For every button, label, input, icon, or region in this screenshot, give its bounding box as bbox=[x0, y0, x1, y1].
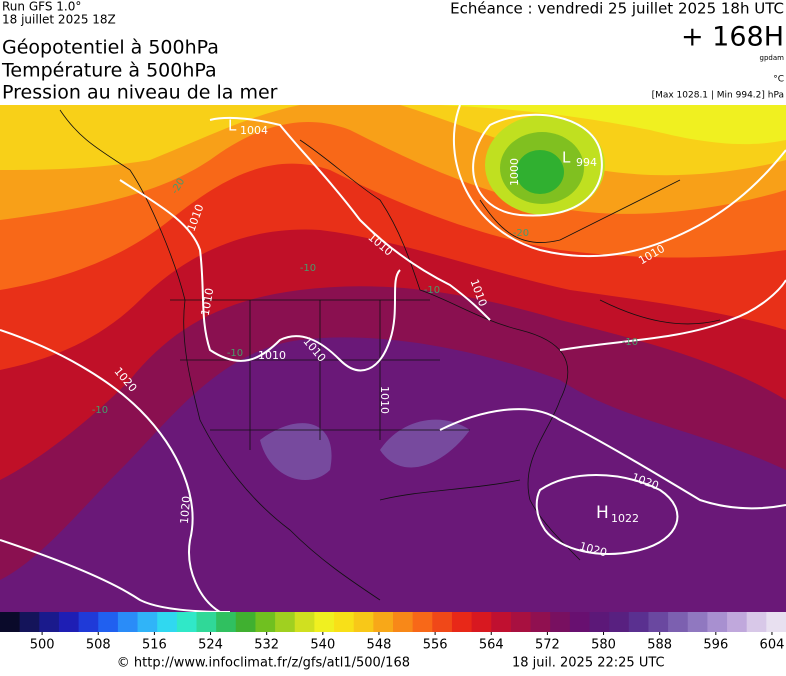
color-swatch bbox=[707, 612, 728, 632]
color-swatch bbox=[19, 612, 40, 632]
tick-label: 524 bbox=[198, 638, 223, 653]
isobar-label: 1020 bbox=[178, 495, 193, 524]
pressure-value: 1004 bbox=[240, 124, 268, 137]
color-swatch bbox=[628, 612, 649, 632]
isotherm-label: -10 bbox=[300, 263, 316, 274]
color-swatch bbox=[510, 612, 532, 632]
tick-label: 596 bbox=[703, 638, 728, 653]
color-swatch bbox=[137, 612, 158, 632]
tick-label: 540 bbox=[310, 638, 335, 653]
color-swatch bbox=[58, 612, 80, 632]
tick-label: 548 bbox=[367, 638, 392, 653]
color-swatch bbox=[432, 612, 453, 632]
isotherm-label: -20 bbox=[513, 228, 529, 239]
isobar-label: 1010 bbox=[378, 386, 391, 414]
color-swatch bbox=[176, 612, 197, 632]
pressure-range: [Max 1028.1 | Min 994.2] hPa bbox=[652, 91, 784, 101]
color-swatch bbox=[157, 612, 178, 632]
unit: gpdam bbox=[760, 54, 785, 62]
color-swatch bbox=[746, 612, 767, 632]
color-swatch bbox=[609, 612, 630, 632]
color-swatch bbox=[275, 612, 296, 632]
tick-label: 516 bbox=[142, 638, 167, 653]
isobar-label: 1000 bbox=[508, 158, 521, 186]
tick-label: 556 bbox=[423, 638, 448, 653]
run-date: 18 juillet 2025 18Z bbox=[2, 13, 116, 27]
color-swatch bbox=[235, 612, 256, 632]
lead-time: + 168H bbox=[681, 22, 784, 53]
color-swatch bbox=[727, 612, 748, 632]
pressure-value: 1022 bbox=[611, 512, 639, 525]
color-swatch bbox=[668, 612, 689, 632]
low-marker: L bbox=[228, 117, 237, 135]
isotherm-label: -10 bbox=[424, 285, 440, 296]
title: Pression au niveau de la mer bbox=[2, 82, 278, 104]
tick-label: 572 bbox=[535, 638, 560, 653]
title: Géopotentiel à 500hPa bbox=[2, 37, 219, 59]
low-marker: L bbox=[562, 149, 571, 167]
echeance: Echéance : vendredi 25 juillet 2025 18h … bbox=[450, 0, 784, 18]
unit: °C bbox=[773, 75, 784, 85]
color-swatch bbox=[39, 612, 60, 632]
color-swatch bbox=[412, 612, 433, 632]
timestamp: 18 juil. 2025 22:25 UTC bbox=[512, 656, 665, 671]
color-swatch bbox=[255, 612, 276, 632]
color-swatch bbox=[117, 612, 139, 632]
color-swatch bbox=[648, 612, 669, 632]
color-swatch bbox=[294, 612, 315, 632]
map: L 1004 L 994 1000 1010 1010 1010 1010 10… bbox=[0, 105, 786, 612]
color-swatch bbox=[98, 612, 119, 632]
color-swatch bbox=[0, 612, 21, 632]
title: Température à 500hPa bbox=[1, 60, 217, 82]
color-swatch bbox=[491, 612, 512, 632]
tick-label: 580 bbox=[591, 638, 616, 653]
source-url: © http://www.infoclimat.fr/z/gfs/atl1/50… bbox=[117, 656, 410, 671]
color-swatch bbox=[78, 612, 99, 632]
colorbar: 500 508 516 524 532 540 548 556 564 572 580 588 596 6… bbox=[0, 612, 786, 653]
tick-label: 532 bbox=[254, 638, 279, 653]
color-swatch bbox=[589, 612, 610, 632]
color-swatch bbox=[334, 612, 355, 632]
high-marker: H bbox=[596, 503, 609, 523]
color-swatch bbox=[393, 612, 414, 632]
tick-label: 508 bbox=[86, 638, 111, 653]
color-swatch bbox=[216, 612, 237, 632]
color-swatch bbox=[766, 612, 786, 632]
color-swatch bbox=[569, 612, 590, 632]
color-swatch bbox=[196, 612, 217, 632]
isobar-label: 1010 bbox=[199, 287, 217, 317]
color-swatch bbox=[530, 612, 551, 632]
tick-label: 588 bbox=[647, 638, 672, 653]
color-swatch bbox=[550, 612, 571, 632]
color-swatch bbox=[373, 612, 394, 632]
tick-label: 500 bbox=[30, 638, 55, 653]
isotherm-label: -10 bbox=[622, 337, 638, 348]
run: Run GFS 1.0° bbox=[2, 0, 81, 14]
color-swatch bbox=[451, 612, 473, 632]
tick-label: 564 bbox=[479, 638, 504, 653]
isotherm-label: -10 bbox=[92, 405, 108, 416]
color-swatch bbox=[471, 612, 492, 632]
color-swatch bbox=[314, 612, 335, 632]
color-swatch bbox=[687, 612, 708, 632]
isobar-label: 1010 bbox=[258, 349, 286, 362]
isotherm-label: -10 bbox=[227, 348, 243, 359]
tick-label: 604 bbox=[760, 638, 785, 653]
color-swatch bbox=[353, 612, 374, 632]
pressure-value: 994 bbox=[576, 156, 597, 169]
